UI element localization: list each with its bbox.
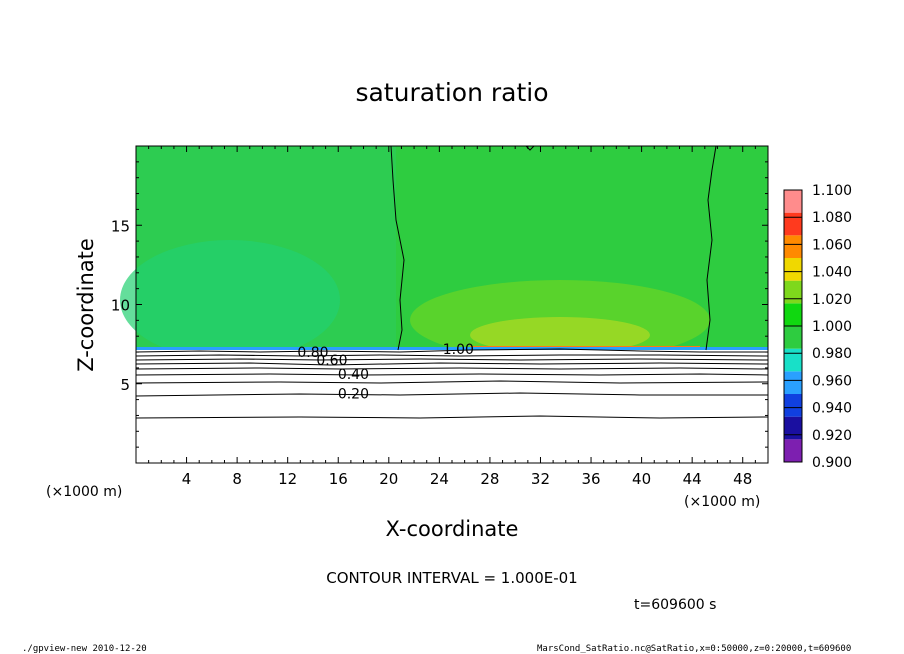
- contour-line: [135, 362, 769, 366]
- x-axis-title: X-coordinate: [386, 517, 519, 541]
- time-text: t=609600 s: [634, 597, 716, 613]
- field-blue-band: [136, 347, 768, 350]
- colorbar-label: 0.960: [812, 373, 852, 389]
- contour-line: [135, 367, 769, 370]
- contour-label: 0.80: [297, 345, 328, 361]
- x-tick-label: 44: [683, 470, 702, 488]
- colorbar-swatch: [784, 212, 802, 236]
- colorbar-label: 1.080: [812, 210, 852, 226]
- footer-right: MarsCond_SatRatio.nc@SatRatio,x=0:50000,…: [537, 644, 851, 654]
- contour-labels: 1.00 0.800.600.40 0.20: [297, 342, 474, 402]
- colorbar-swatch: [784, 280, 802, 304]
- y-tick-label: 15: [111, 217, 130, 235]
- y-axis-title: Z-coordinate: [74, 238, 98, 372]
- contour-label: 1.00: [443, 342, 474, 358]
- x-tick-label: 24: [430, 470, 449, 488]
- x-axis: 4 8 12 16 20 24 28 32 36 40 44 48: [148, 146, 756, 488]
- contour-interval-text: CONTOUR INTERVAL = 1.000E-01: [326, 569, 577, 587]
- y-axis: 5 10 15: [111, 161, 768, 448]
- x-tick-label: 32: [531, 470, 550, 488]
- plot-area: 1.00 0.800.600.40 0.20: [120, 145, 769, 463]
- contour-line: [705, 145, 717, 351]
- contour-line: [135, 380, 769, 384]
- contour-lines: [135, 145, 769, 419]
- colorbar-label: 1.100: [812, 183, 852, 199]
- colorbar-swatch: [784, 348, 802, 372]
- x-unit-label-right: (×1000 m): [684, 494, 760, 510]
- field-dry-region: [136, 350, 768, 463]
- colorbar: 0.900 0.920 0.940 0.960 0.980 1.000 1.020 1.040…: [783, 183, 852, 471]
- colorbar-swatch: [784, 190, 802, 213]
- colorbar-label: 1.040: [812, 265, 852, 281]
- colorbar-label: 0.900: [812, 455, 852, 471]
- colorbar-swatch: [784, 394, 802, 417]
- x-unit-label-left: (×1000 m): [46, 484, 122, 500]
- contour-line: [135, 358, 769, 361]
- x-tick-label: 36: [581, 470, 600, 488]
- field-yellow-core: [470, 317, 650, 353]
- contour-label: 0.20: [338, 386, 369, 402]
- colorbar-swatch: [784, 303, 802, 326]
- colorbar-label: 0.920: [812, 428, 852, 444]
- x-tick-label: 8: [232, 470, 242, 488]
- contour-line: [135, 348, 768, 353]
- colorbar-label: 0.980: [812, 346, 852, 362]
- colorbar-label: 1.060: [812, 237, 852, 253]
- footer-left: ./gpview-new 2010-12-20: [22, 644, 147, 654]
- y-tick-label: 5: [120, 376, 130, 394]
- colorbar-swatch: [784, 439, 802, 462]
- contour-line: [135, 392, 768, 397]
- x-tick-label: 4: [182, 470, 192, 488]
- x-tick-label: 16: [329, 470, 348, 488]
- chart-title: saturation ratio: [355, 78, 548, 107]
- colorbar-swatch: [784, 371, 802, 394]
- colorbar-label: 1.020: [812, 292, 852, 308]
- contour-line: [390, 145, 405, 351]
- colorbar-label: 0.940: [812, 401, 852, 417]
- x-tick-label: 20: [379, 470, 398, 488]
- contour-line: [135, 354, 769, 357]
- contour-line: [135, 373, 769, 376]
- x-tick-label: 28: [480, 470, 499, 488]
- x-tick-label: 48: [733, 470, 752, 488]
- contour-label: 0.40: [338, 367, 369, 383]
- colorbar-swatch: [784, 258, 802, 281]
- colorbar-swatch: [784, 416, 802, 440]
- contour-line: [525, 145, 535, 151]
- colorbar-label: 1.000: [812, 319, 852, 335]
- field-teal-patch: [120, 240, 340, 360]
- contour-line: [135, 415, 769, 419]
- colorbar-swatch: [784, 235, 802, 258]
- colorbar-swatch: [784, 326, 802, 349]
- contour-label: 0.60: [316, 353, 347, 369]
- y-tick-label: 10: [111, 297, 130, 315]
- x-tick-label: 40: [632, 470, 651, 488]
- x-tick-label: 12: [278, 470, 297, 488]
